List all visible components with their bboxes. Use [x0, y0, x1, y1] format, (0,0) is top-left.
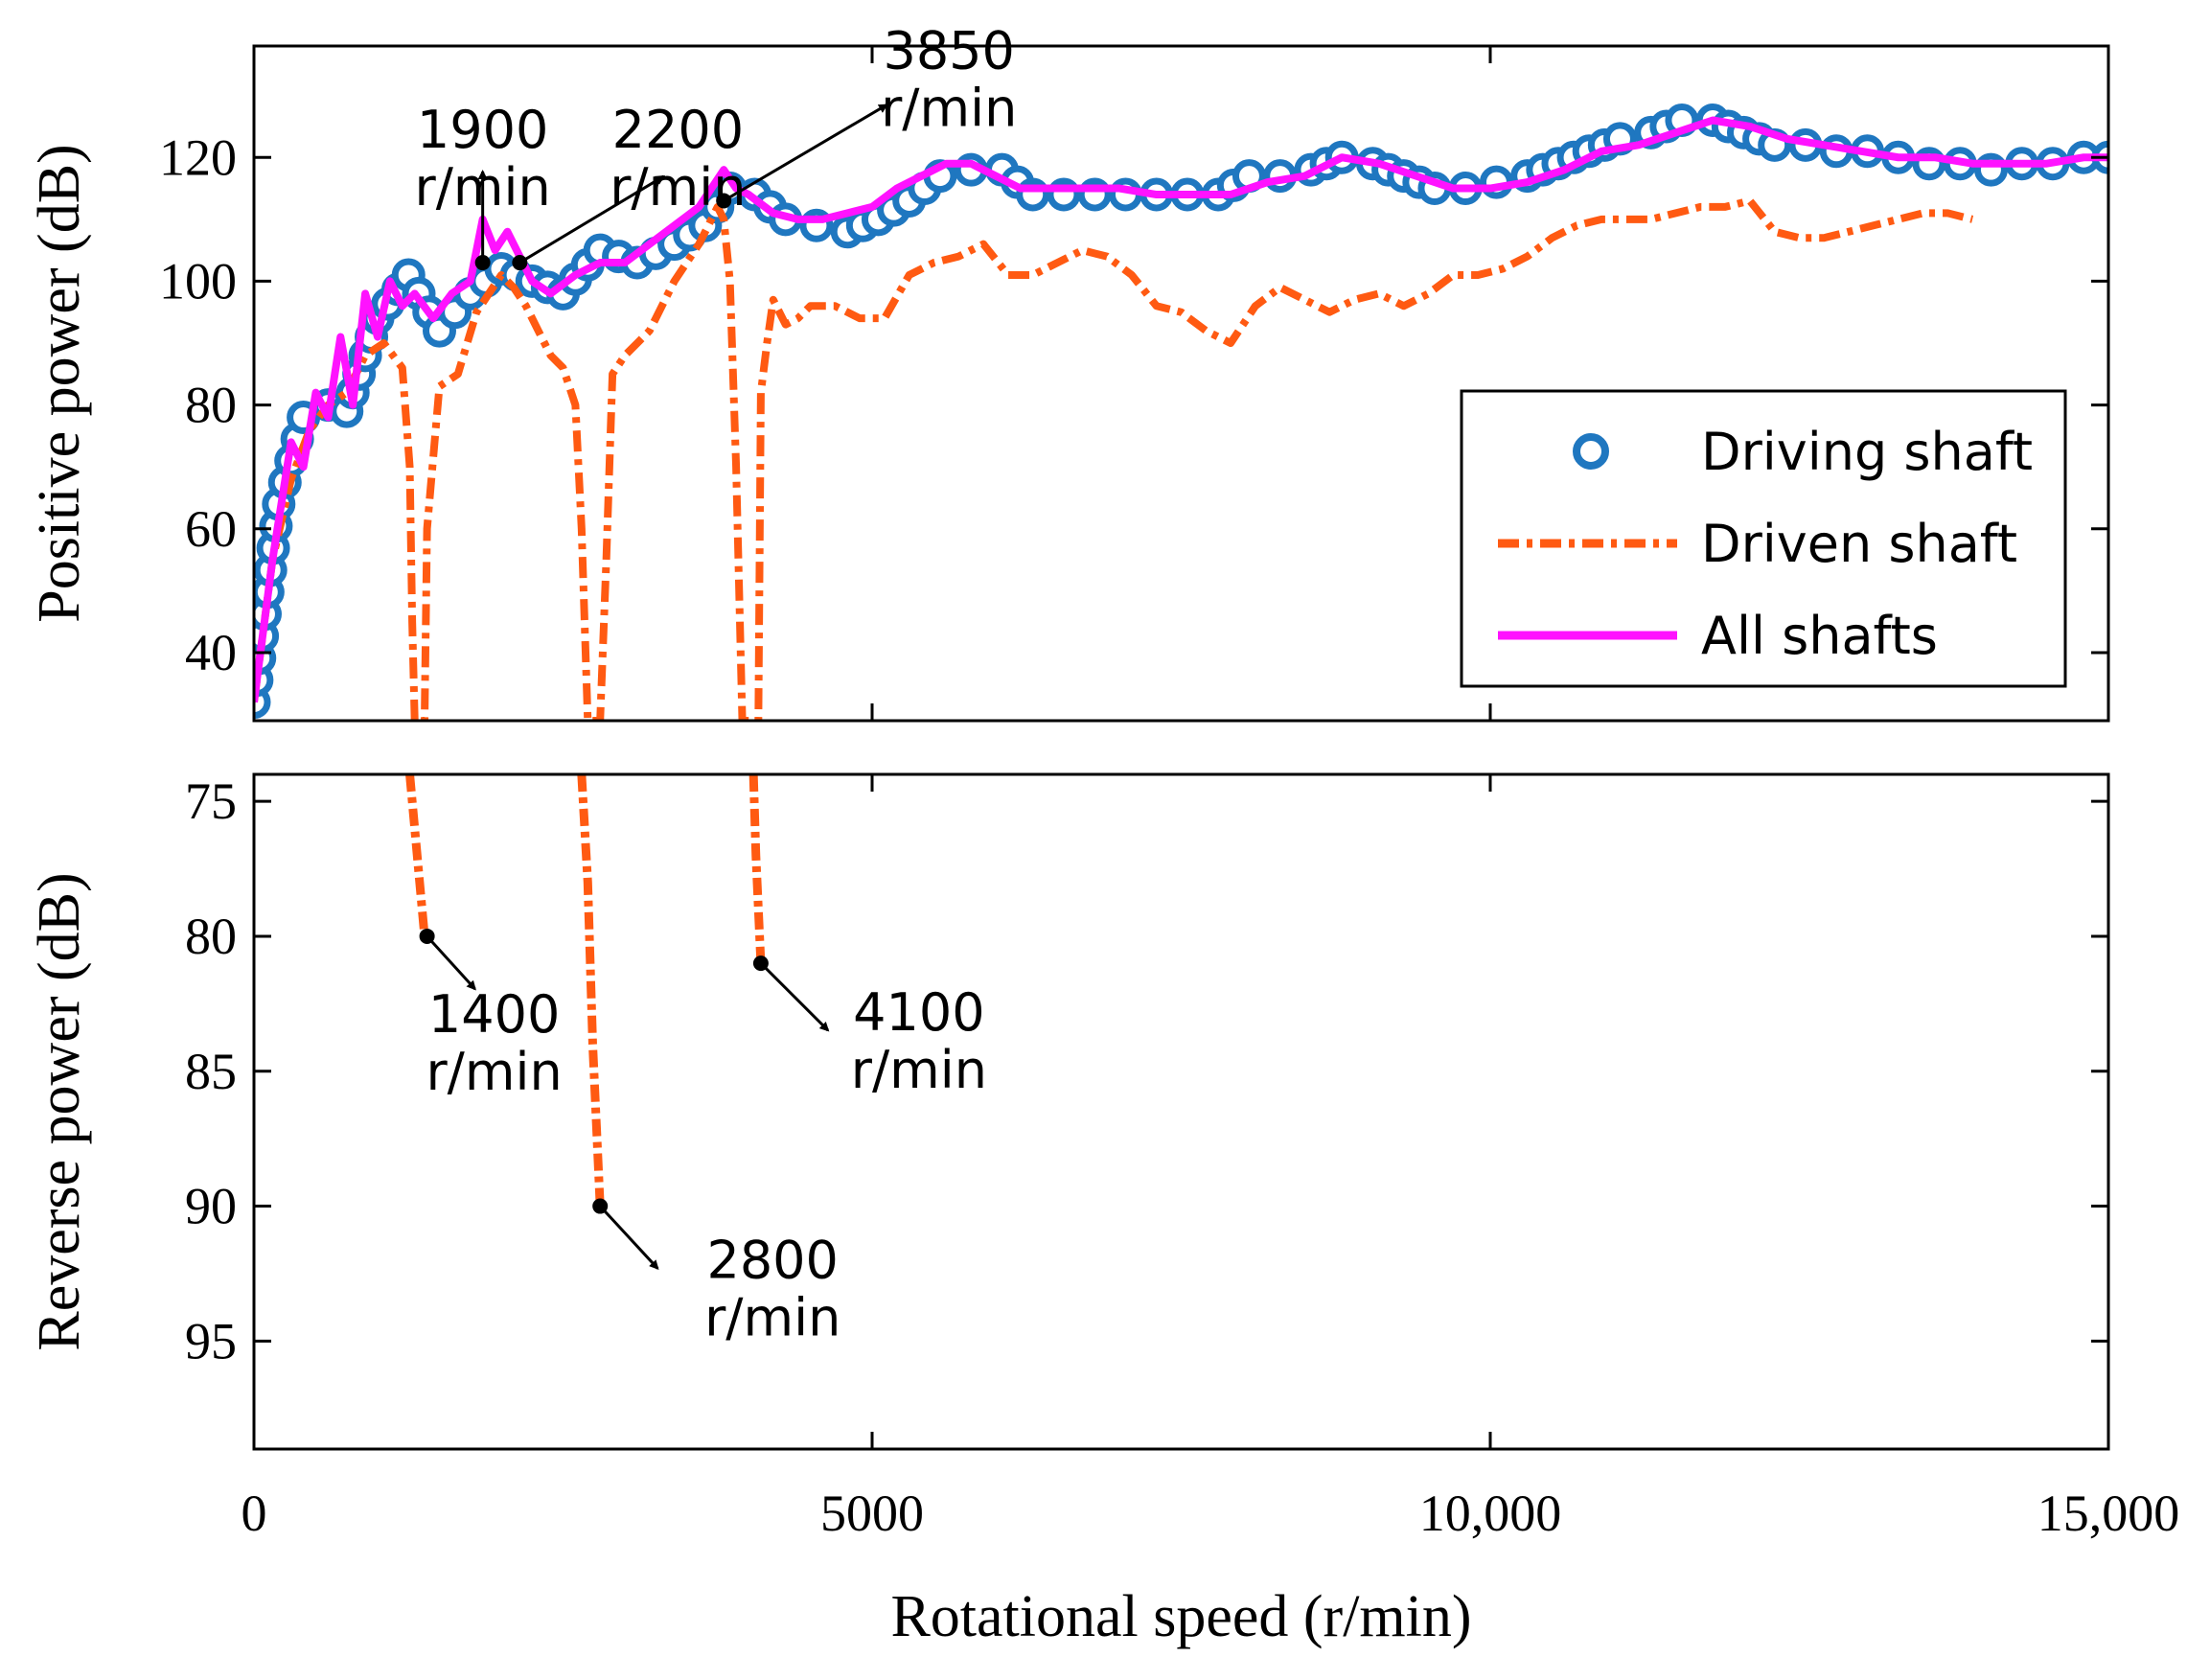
reverse-series-layer — [405, 774, 766, 1207]
annotation-arrow — [426, 934, 476, 991]
driven-shaft-segment — [577, 774, 605, 1207]
annotation-value: 4100 — [853, 982, 984, 1043]
driven-shaft-segment — [405, 774, 429, 937]
y-tick-label: 85 — [185, 1043, 237, 1100]
y-tick-label: 100 — [159, 252, 237, 310]
x-tick-labels: 0 5000 10,000 15,000 — [242, 1484, 2180, 1542]
legend-driven-shaft-label: Driven shaft — [1701, 514, 2017, 574]
annotation-unit: r/min — [415, 157, 551, 218]
annotation-unit: r/min — [851, 1040, 987, 1100]
annotation-unit: r/min — [610, 157, 746, 218]
reverse-x-ticks — [252, 774, 2110, 1449]
annotation-unit: r/min — [881, 78, 1017, 138]
x-tick-label: 10,000 — [1419, 1484, 1562, 1542]
annotation-value: 2800 — [706, 1231, 838, 1291]
annotation-value: 1400 — [428, 984, 560, 1045]
legend-items: Driving shaft Driven shaft All shafts — [1498, 422, 2033, 666]
annotation-unit: r/min — [704, 1288, 840, 1348]
all-shafts-line — [254, 116, 2108, 703]
positive-x-ticks — [252, 46, 2110, 721]
positive-plot-frame — [252, 44, 2110, 723]
annotation-value: 3850 — [883, 20, 1014, 81]
x-tick-label: 15,000 — [2037, 1484, 2180, 1542]
y-tick-label: 80 — [185, 908, 237, 965]
y-tick-label: 40 — [185, 624, 237, 681]
reverse-y-ticks: 75 80 85 90 95 — [185, 772, 2108, 1369]
annotation-value: 1900 — [417, 100, 548, 160]
reverse-plot-frame — [252, 772, 2110, 1451]
driven-shaft-line — [254, 196, 1974, 721]
annotation-arrow — [723, 104, 888, 202]
legend: Driving shaft Driven shaft All shafts — [1460, 389, 2067, 688]
reverse-y-axis-label: Reverse power (dB) — [27, 872, 92, 1350]
y-tick-label: 120 — [159, 128, 237, 186]
legend-driving-shaft-symbol — [1573, 433, 1609, 470]
annotation-arrow — [599, 1205, 659, 1271]
annotation-arrow — [759, 962, 830, 1032]
y-tick-label: 90 — [185, 1178, 237, 1235]
positive-y-axis-label: Positive power (dB) — [27, 144, 92, 622]
annotation-unit: r/min — [426, 1042, 562, 1102]
driven-shaft-segment — [748, 774, 766, 964]
y-tick-label: 95 — [185, 1312, 237, 1369]
annotation-arrow — [518, 174, 666, 265]
y-tick-label: 60 — [185, 500, 237, 558]
x-axis-label: Rotational speed (r/min) — [890, 1584, 1471, 1649]
positive-series-layer — [254, 104, 2108, 721]
annotation-value: 2200 — [612, 100, 744, 160]
positive-y-ticks: 40 60 80 100 120 — [159, 128, 2108, 681]
x-tick-label: 0 — [242, 1484, 267, 1542]
y-tick-label: 80 — [185, 377, 237, 434]
y-tick-label: 75 — [185, 772, 237, 830]
x-tick-label: 5000 — [820, 1484, 924, 1542]
legend-all-shafts-label: All shafts — [1701, 606, 1938, 666]
legend-driving-shaft-label: Driving shaft — [1701, 422, 2033, 482]
